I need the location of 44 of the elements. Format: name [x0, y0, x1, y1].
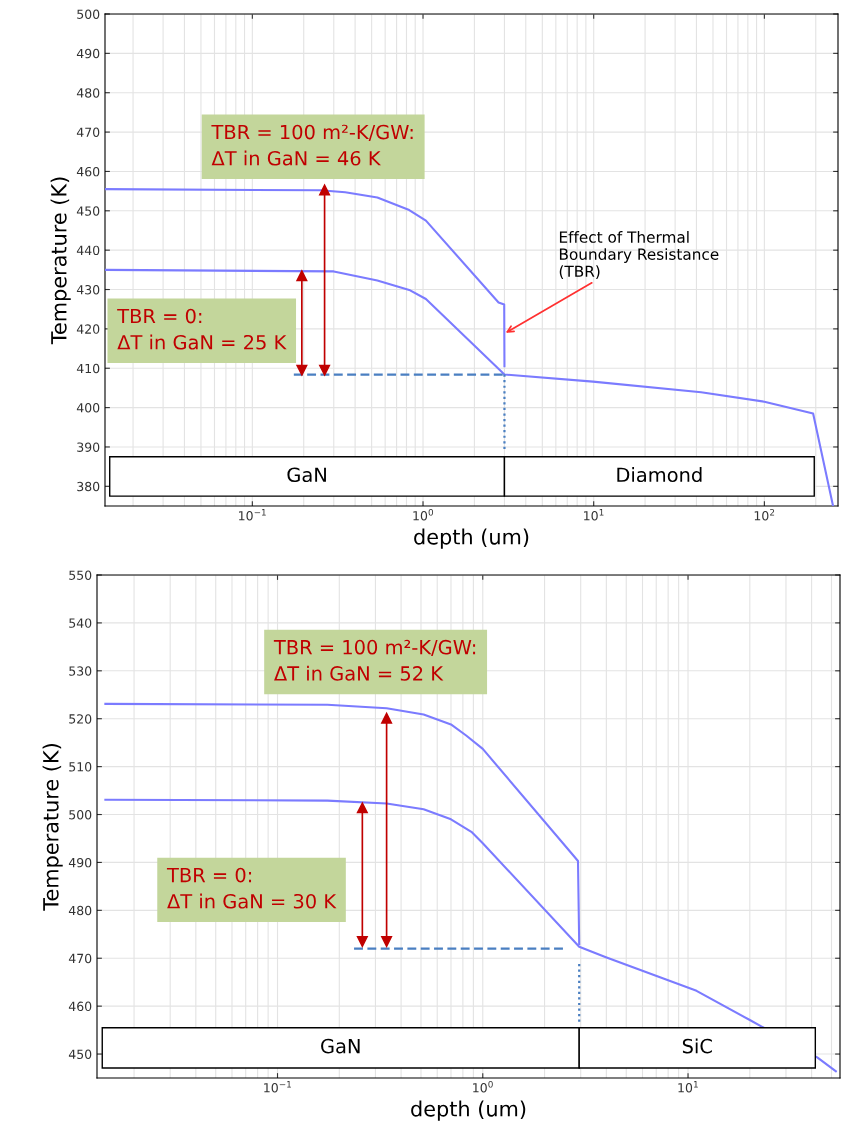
band-label: GaN	[321, 1038, 360, 1054]
x-tick-label: 10$^{2}$	[754, 508, 775, 521]
band-label: SiC	[682, 1038, 712, 1054]
y-tick-label: 410	[76, 363, 100, 374]
y-tick-label: 380	[77, 481, 100, 492]
y-tick-label: 470	[68, 953, 92, 964]
x-tick-label: 10$^{0}$	[413, 508, 434, 521]
y-tick-label: 470	[76, 127, 100, 138]
y-tick-label: 510	[69, 762, 92, 772]
y-tick-label: 480	[68, 905, 92, 916]
y-tick-label: 490	[76, 48, 100, 59]
y-tick-label: 460	[68, 1001, 92, 1012]
y-tick-label: 440	[76, 245, 100, 256]
y-tick-label: 390	[77, 442, 100, 452]
y-tick-label: 550	[69, 570, 92, 580]
y-tick-label: 460	[76, 166, 100, 177]
x-axis-title: depth (um)	[411, 1100, 526, 1121]
y-tick-label: 520	[69, 714, 92, 724]
annotation: TBR = 100 m²-K/GW: ΔT in GaN = 52 K	[273, 639, 476, 681]
y-tick-label: 480	[76, 88, 100, 98]
y-tick-label: 450	[76, 206, 100, 216]
x-tick-label: 10$^{−1}$	[239, 509, 266, 521]
x-tick-label: 10$^{0}$	[473, 1080, 493, 1093]
band-label: GaN	[287, 467, 326, 483]
x-tick-label: 10$^{−1}$	[264, 1081, 291, 1093]
y-axis-title: Temperature (K)	[42, 744, 63, 911]
y-tick-label: 430	[76, 284, 100, 295]
annotation: Effect of Thermal Boundary Resistance (TBR)	[559, 231, 719, 279]
x-tick-label: 10$^{1}$	[584, 509, 604, 521]
y-tick-label: 500	[77, 9, 100, 19]
annotation: TBR = 0: ΔT in GaN = 30 K	[166, 867, 337, 909]
y-tick-label: 420	[76, 324, 100, 334]
band-label: Diamond	[617, 467, 702, 483]
y-tick-label: 530	[69, 666, 92, 676]
x-axis-title: depth (um)	[414, 528, 529, 549]
y-tick-label: 540	[69, 618, 92, 628]
annotation: TBR = 100 m²-K/GW: ΔT in GaN = 46 K	[211, 124, 413, 166]
y-tick-label: 490	[68, 857, 92, 868]
x-tick-label: 10$^{1}$	[678, 1081, 698, 1093]
annotation: TBR = 0: ΔT in GaN = 25 K	[117, 308, 287, 350]
y-tick-label: 450	[68, 1049, 92, 1059]
y-axis-title: Temperature (K)	[50, 177, 71, 345]
y-tick-label: 400	[76, 403, 100, 413]
y-tick-label: 500	[69, 810, 92, 820]
